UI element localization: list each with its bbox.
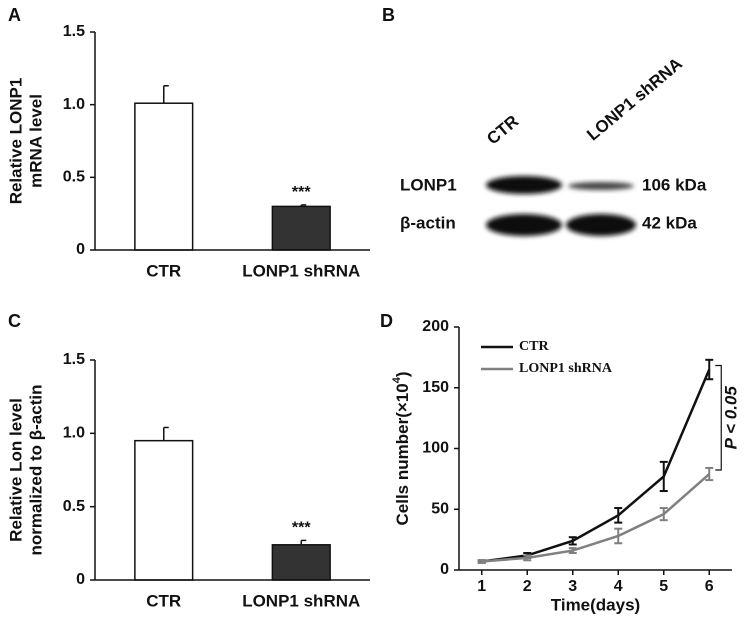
- series-line: [481, 473, 711, 563]
- significance-annotation: P < 0.05: [722, 386, 741, 450]
- x-tick-label: 3: [568, 578, 577, 595]
- y-tick-label: 0: [440, 561, 449, 578]
- significance-label: ***: [292, 520, 311, 537]
- y-tick-label: 1.5: [63, 351, 85, 368]
- y-tick-label: 0: [76, 571, 85, 588]
- x-tick-label: CTR: [146, 261, 181, 280]
- row-label: β-actin: [400, 213, 456, 232]
- y-tick-label: 150: [422, 379, 449, 396]
- x-tick-label: 2: [523, 578, 532, 595]
- y-tick-label: 1.0: [63, 96, 85, 113]
- blot-band: [486, 214, 562, 236]
- bar: [134, 102, 194, 251]
- y-tick-label: 0.5: [63, 169, 85, 186]
- blot-band: [486, 176, 562, 194]
- y-axis-label-end: ): [393, 372, 412, 378]
- panel-label: D: [380, 311, 393, 331]
- x-tick-label: 6: [705, 578, 714, 595]
- bar: [271, 544, 331, 581]
- x-tick-label: 1: [477, 578, 486, 595]
- row-label: LONP1: [400, 175, 457, 194]
- y-axis-label: Relative LONP1: [6, 78, 25, 205]
- y-axis-label: Relative Lon level: [6, 398, 25, 542]
- y-axis-label-text: Cells number(×10: [393, 383, 412, 525]
- panel-label: B: [382, 5, 395, 25]
- y-tick-label: 0.5: [63, 498, 85, 515]
- y-tick-label: 50: [431, 500, 449, 517]
- x-tick-label: CTR: [146, 591, 181, 610]
- row-size: 106 kDa: [642, 175, 707, 194]
- legend-label: CTR: [519, 339, 549, 354]
- legend-label: LONP1 shRNA: [519, 361, 613, 376]
- significance-label: ***: [292, 184, 311, 201]
- y-tick-label: 1.0: [63, 425, 85, 442]
- blot-band: [566, 214, 636, 236]
- x-tick-label: 5: [659, 578, 668, 595]
- x-tick-label: 4: [614, 578, 623, 595]
- y-axis-label: normalized to β-actin: [26, 385, 45, 556]
- x-tick-label: LONP1 shRNA: [242, 591, 360, 610]
- y-axis-label: Cells number(×104): [391, 372, 413, 526]
- lane-label: LONP1 shRNA: [583, 54, 686, 144]
- bar: [134, 439, 194, 581]
- x-axis-label: Time(days): [551, 595, 640, 614]
- y-axis-label: mRNA level: [26, 94, 45, 188]
- significance-bracket: [715, 364, 722, 471]
- y-tick-label: 0: [76, 241, 85, 258]
- series-line: [481, 369, 711, 563]
- bar: [271, 205, 331, 251]
- blot-band: [568, 182, 634, 190]
- y-tick-label: 1.5: [63, 23, 85, 40]
- panel-label: C: [8, 311, 21, 331]
- panel-label: A: [8, 5, 21, 25]
- row-size: 42 kDa: [642, 213, 697, 232]
- y-axis-label-sup: 4: [391, 376, 403, 383]
- y-tick-label: 100: [422, 440, 449, 457]
- lane-label: CTR: [483, 111, 522, 148]
- x-tick-label: LONP1 shRNA: [242, 261, 360, 280]
- y-tick-label: 200: [422, 318, 449, 335]
